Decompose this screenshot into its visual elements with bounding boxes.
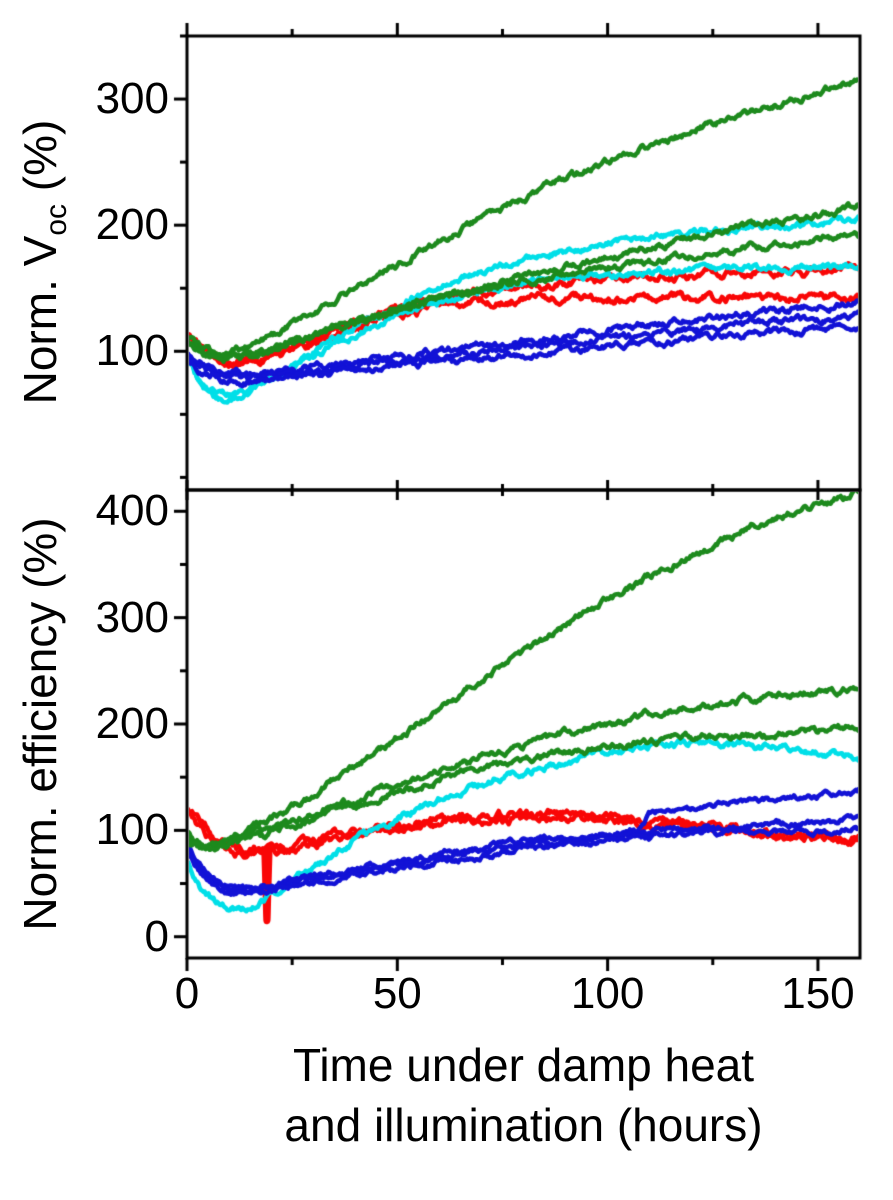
y-tick-label: 300 bbox=[95, 592, 169, 642]
x-tick-label: 0 bbox=[174, 969, 200, 1018]
x-tick-label: 100 bbox=[570, 969, 645, 1018]
x-tick-label: 150 bbox=[781, 969, 855, 1018]
y-tick-label: 100 bbox=[95, 805, 169, 855]
top-y-axis-label-text: Norm. V bbox=[14, 235, 66, 405]
y-tick-label: 400 bbox=[95, 486, 169, 536]
y-tick-label: 300 bbox=[95, 74, 169, 124]
y-tick-label: 0 bbox=[144, 911, 169, 961]
y-tick-label: 200 bbox=[95, 200, 169, 250]
bottom-y-axis-label-text: Norm. efficiency (%) bbox=[14, 517, 66, 931]
y-tick-label: 200 bbox=[95, 699, 169, 748]
x-axis-label-line1: Time under damp heat bbox=[292, 1039, 755, 1091]
top-y-axis-label-subscript: oc bbox=[40, 203, 73, 236]
x-tick-label: 50 bbox=[372, 969, 422, 1018]
y-tick-label: 100 bbox=[95, 326, 169, 376]
x-axis-label-line2: and illumination (hours) bbox=[284, 1099, 763, 1151]
top-y-axis-label-units: (%) bbox=[14, 119, 66, 204]
